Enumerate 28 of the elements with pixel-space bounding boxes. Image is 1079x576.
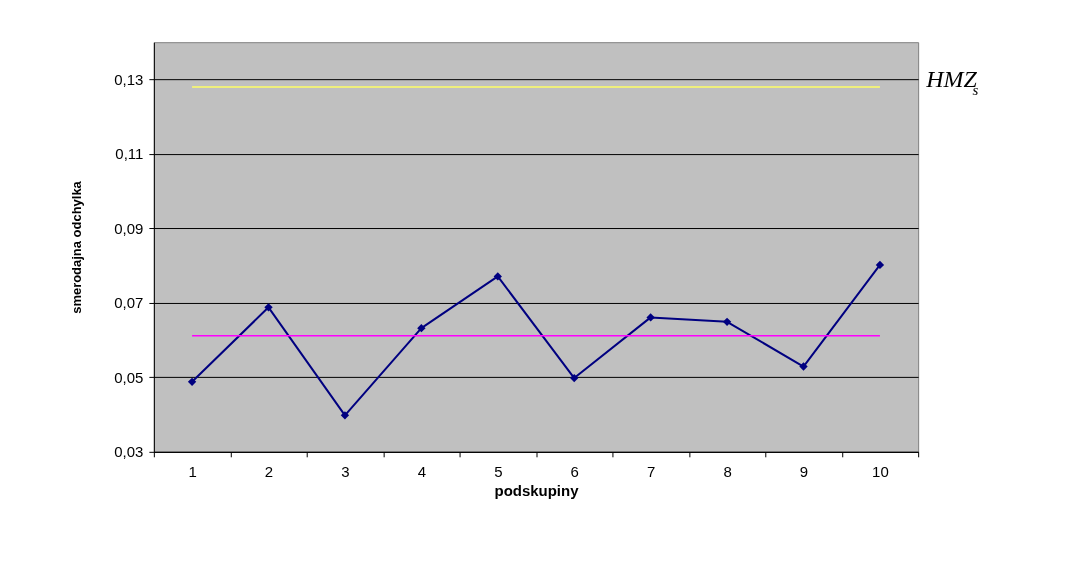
y-axis-title: smerodajna odchylka bbox=[69, 180, 85, 314]
x-tick-label: 7 bbox=[646, 463, 656, 481]
point bbox=[340, 411, 350, 420]
point bbox=[646, 313, 655, 322]
x-tick-label: 5 bbox=[494, 463, 503, 481]
point bbox=[493, 272, 502, 281]
point bbox=[799, 362, 808, 371]
y-tick-label: 0,11 bbox=[115, 145, 144, 163]
y-tick-label: 0,03 bbox=[114, 443, 144, 461]
y-tick-label: 0,07 bbox=[114, 294, 144, 312]
point bbox=[570, 373, 579, 383]
x-tick-label: 1 bbox=[188, 463, 197, 481]
x-tick-label: 6 bbox=[570, 463, 579, 481]
y-tick-label: 0,09 bbox=[114, 219, 144, 237]
x-tick-label: 2 bbox=[264, 463, 274, 481]
x-tick-label: 8 bbox=[723, 463, 732, 481]
point bbox=[722, 317, 732, 327]
x-tick-label: 4 bbox=[417, 463, 427, 481]
x-tick-label: 3 bbox=[341, 463, 350, 481]
x-axis-title: podskupiny bbox=[494, 482, 580, 500]
y-tick-label: 0,13 bbox=[114, 70, 144, 88]
x-tick-label: 9 bbox=[799, 463, 809, 481]
point bbox=[417, 324, 426, 333]
point bbox=[264, 303, 273, 312]
point bbox=[187, 377, 197, 386]
y-tick-label: 0,05 bbox=[114, 368, 144, 386]
point bbox=[875, 260, 885, 270]
x-tick-label: 10 bbox=[872, 463, 889, 481]
